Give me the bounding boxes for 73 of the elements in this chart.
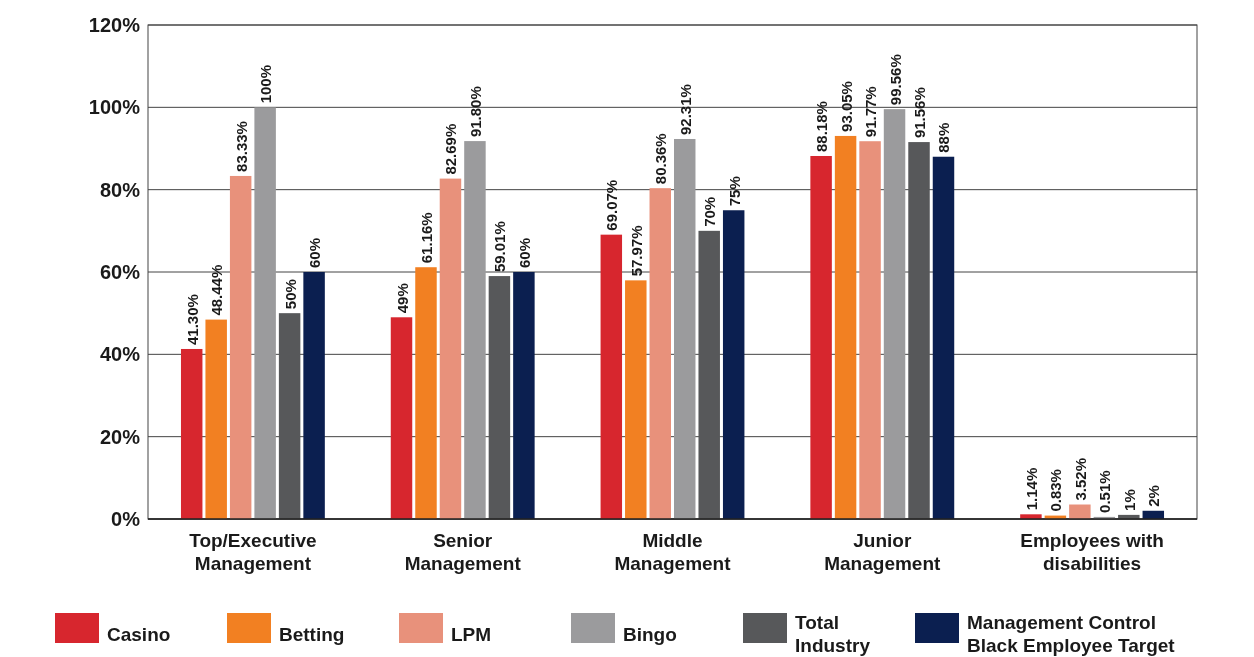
bar (464, 141, 486, 519)
bar (649, 188, 671, 519)
bar (488, 276, 511, 519)
x-tick-label: Junior Management (824, 530, 942, 574)
bar (513, 272, 535, 519)
data-label: 91.80% (466, 86, 484, 138)
bar (1069, 504, 1091, 519)
data-label: 0.51% (1096, 470, 1114, 513)
y-tick-label: 40% (99, 343, 141, 366)
y-tick-label: 60% (99, 261, 141, 283)
bar (229, 175, 252, 519)
legend-label: Total Industry (795, 612, 871, 657)
y-tick-label: 0% (111, 508, 141, 530)
legend-label: Betting (279, 623, 345, 645)
bar (908, 142, 930, 519)
bar (303, 272, 325, 519)
data-label: 91.77% (862, 86, 880, 138)
bar (859, 141, 881, 519)
data-label: 91.56% (911, 87, 929, 139)
y-tick-label: 100% (88, 96, 141, 119)
data-label: 57.97% (627, 225, 645, 277)
data-label: 83.33% (232, 121, 250, 172)
data-label: 61.16% (417, 212, 435, 264)
data-label: 100% (257, 64, 275, 104)
data-label: 48.44% (208, 264, 226, 316)
x-tick-label: Middle Management (614, 530, 732, 574)
bar (674, 138, 696, 519)
data-label: 99.56% (886, 54, 904, 106)
bar (625, 280, 647, 519)
bar (883, 109, 906, 519)
bar (834, 135, 857, 519)
data-label: 1% (1120, 489, 1138, 511)
y-tick-label: 20% (99, 425, 141, 448)
bar (722, 210, 745, 519)
bar (180, 348, 203, 519)
data-label: 0.83% (1047, 469, 1065, 512)
data-label: 75% (725, 176, 743, 207)
bar (415, 267, 437, 519)
data-label: 3.52% (1071, 457, 1089, 501)
bar (439, 178, 462, 519)
bar (205, 319, 227, 519)
legend-label: Bingo (623, 623, 677, 645)
data-label: 69.07% (603, 179, 621, 231)
data-label: 60% (515, 237, 533, 268)
bar (600, 234, 623, 519)
data-label: 59.01% (491, 221, 509, 273)
data-label: 50% (281, 279, 299, 310)
x-tick-label: Top/Executive Management (189, 530, 317, 574)
data-label: 1.14% (1022, 467, 1040, 511)
legend-label: LPM (451, 623, 492, 645)
data-label: 88% (935, 122, 953, 153)
y-tick-label: 80% (99, 178, 141, 201)
data-label: 82.69% (442, 123, 460, 175)
bar (810, 155, 832, 519)
y-tick-label: 120% (88, 14, 141, 36)
data-label: 49% (393, 283, 411, 314)
data-label: 60% (306, 237, 324, 268)
bar (698, 230, 720, 519)
data-label: 41.30% (183, 294, 201, 345)
bar (932, 156, 955, 519)
data-label: 2% (1145, 485, 1163, 507)
data-label: 70% (701, 196, 719, 227)
bar (254, 107, 276, 519)
legend-label: Management Control Black Employee Target (967, 612, 1176, 657)
legend-label: Casino (107, 623, 171, 645)
data-label: 93.05% (837, 81, 855, 132)
bar (390, 317, 413, 519)
x-tick-label: Employees with disabilities (1020, 530, 1164, 574)
data-label: 88.18% (813, 101, 831, 152)
bar (278, 313, 301, 519)
x-tick-label: Senior Management (404, 530, 522, 574)
data-label: 92.31% (676, 84, 694, 135)
data-label: 80.36% (652, 133, 670, 185)
